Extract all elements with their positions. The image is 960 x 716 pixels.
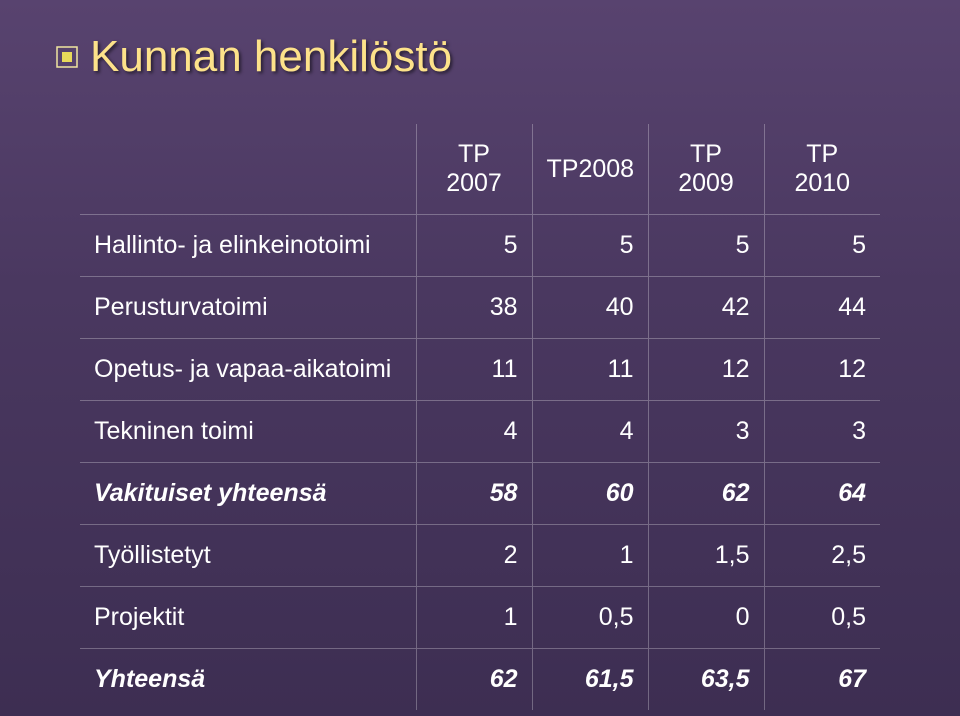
row-value: 5 xyxy=(648,215,764,277)
table-row: Yhteensä6261,563,567 xyxy=(80,649,880,711)
row-value: 2 xyxy=(416,525,532,587)
row-value: 0,5 xyxy=(764,587,880,649)
row-value: 38 xyxy=(416,277,532,339)
row-value: 58 xyxy=(416,463,532,525)
row-value: 60 xyxy=(532,463,648,525)
table-row: Työllistetyt211,52,5 xyxy=(80,525,880,587)
header-cell: TP 2007 xyxy=(416,124,532,215)
row-value: 42 xyxy=(648,277,764,339)
table-row: Tekninen toimi4433 xyxy=(80,401,880,463)
row-value: 63,5 xyxy=(648,649,764,711)
row-value: 40 xyxy=(532,277,648,339)
row-value: 62 xyxy=(648,463,764,525)
row-label: Hallinto- ja elinkeinotoimi xyxy=(80,215,416,277)
table-container: TP 2007 TP2008 TP 2009 TP 2010 Hallinto-… xyxy=(56,124,904,710)
table-row: Vakituiset yhteensä58606264 xyxy=(80,463,880,525)
row-value: 44 xyxy=(764,277,880,339)
row-label: Työllistetyt xyxy=(80,525,416,587)
row-value: 0 xyxy=(648,587,764,649)
row-value: 11 xyxy=(532,339,648,401)
row-value: 67 xyxy=(764,649,880,711)
table-row: Opetus- ja vapaa-aikatoimi11111212 xyxy=(80,339,880,401)
row-label: Perusturvatoimi xyxy=(80,277,416,339)
table-row: Hallinto- ja elinkeinotoimi5555 xyxy=(80,215,880,277)
row-label: Yhteensä xyxy=(80,649,416,711)
table-header-row: TP 2007 TP2008 TP 2009 TP 2010 xyxy=(80,124,880,215)
row-value: 3 xyxy=(648,401,764,463)
row-value: 4 xyxy=(532,401,648,463)
personnel-table: TP 2007 TP2008 TP 2009 TP 2010 Hallinto-… xyxy=(80,124,880,710)
row-value: 3 xyxy=(764,401,880,463)
header-cell: TP 2010 xyxy=(764,124,880,215)
bullet-inner xyxy=(62,52,72,62)
row-value: 5 xyxy=(416,215,532,277)
bullet-icon xyxy=(56,46,78,68)
row-value: 5 xyxy=(764,215,880,277)
row-value: 62 xyxy=(416,649,532,711)
row-value: 64 xyxy=(764,463,880,525)
row-value: 11 xyxy=(416,339,532,401)
row-value: 61,5 xyxy=(532,649,648,711)
title-row: Kunnan henkilöstö xyxy=(56,32,904,82)
row-value: 12 xyxy=(648,339,764,401)
page-title: Kunnan henkilöstö xyxy=(90,32,452,82)
row-value: 2,5 xyxy=(764,525,880,587)
row-label: Tekninen toimi xyxy=(80,401,416,463)
table-row: Perusturvatoimi38404244 xyxy=(80,277,880,339)
header-cell: TP2008 xyxy=(532,124,648,215)
row-label: Vakituiset yhteensä xyxy=(80,463,416,525)
row-value: 1,5 xyxy=(648,525,764,587)
slide: Kunnan henkilöstö TP 2007 TP2008 TP 2009… xyxy=(0,0,960,710)
row-value: 12 xyxy=(764,339,880,401)
row-value: 0,5 xyxy=(532,587,648,649)
row-value: 5 xyxy=(532,215,648,277)
header-cell xyxy=(80,124,416,215)
row-label: Opetus- ja vapaa-aikatoimi xyxy=(80,339,416,401)
row-value: 1 xyxy=(532,525,648,587)
table-row: Projektit10,500,5 xyxy=(80,587,880,649)
header-cell: TP 2009 xyxy=(648,124,764,215)
row-label: Projektit xyxy=(80,587,416,649)
row-value: 1 xyxy=(416,587,532,649)
table-body: Hallinto- ja elinkeinotoimi5555Perusturv… xyxy=(80,215,880,711)
row-value: 4 xyxy=(416,401,532,463)
